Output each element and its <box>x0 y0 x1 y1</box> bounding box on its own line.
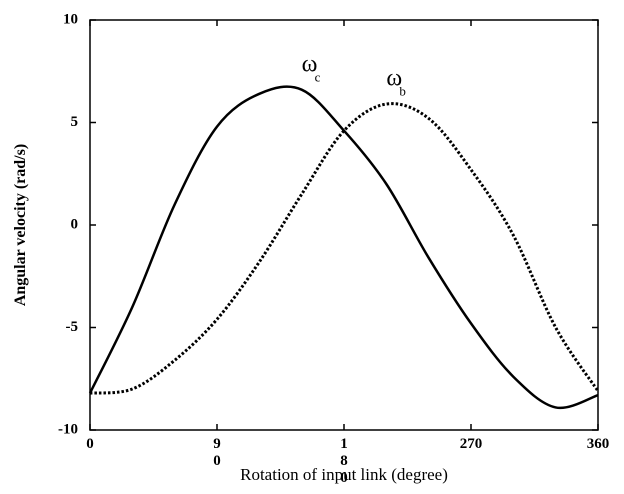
y-axis-label: Angular velocity (rad/s) <box>12 144 29 306</box>
series-line <box>88 85 599 410</box>
x-tick-label: 180 <box>340 436 348 486</box>
annotation: ω <box>302 51 318 77</box>
annotation: ω <box>386 66 402 92</box>
x-tick-label: 360 <box>586 436 610 452</box>
annotation-subscript: c <box>315 69 321 84</box>
y-tick-label: -10 <box>58 421 78 437</box>
x-tick-label: 270 <box>459 436 483 452</box>
y-tick-label: -5 <box>66 319 79 335</box>
x-axis-label: Rotation of input link (degree) <box>240 465 448 484</box>
y-tick-label: 5 <box>71 114 79 130</box>
x-tick-label: 0 <box>86 436 94 452</box>
annotation-subscript: b <box>399 84 406 99</box>
series-line <box>89 102 600 395</box>
y-tick-label: 10 <box>63 11 78 27</box>
x-tick-label: 90 <box>213 436 221 469</box>
y-tick-label: 0 <box>71 216 79 232</box>
